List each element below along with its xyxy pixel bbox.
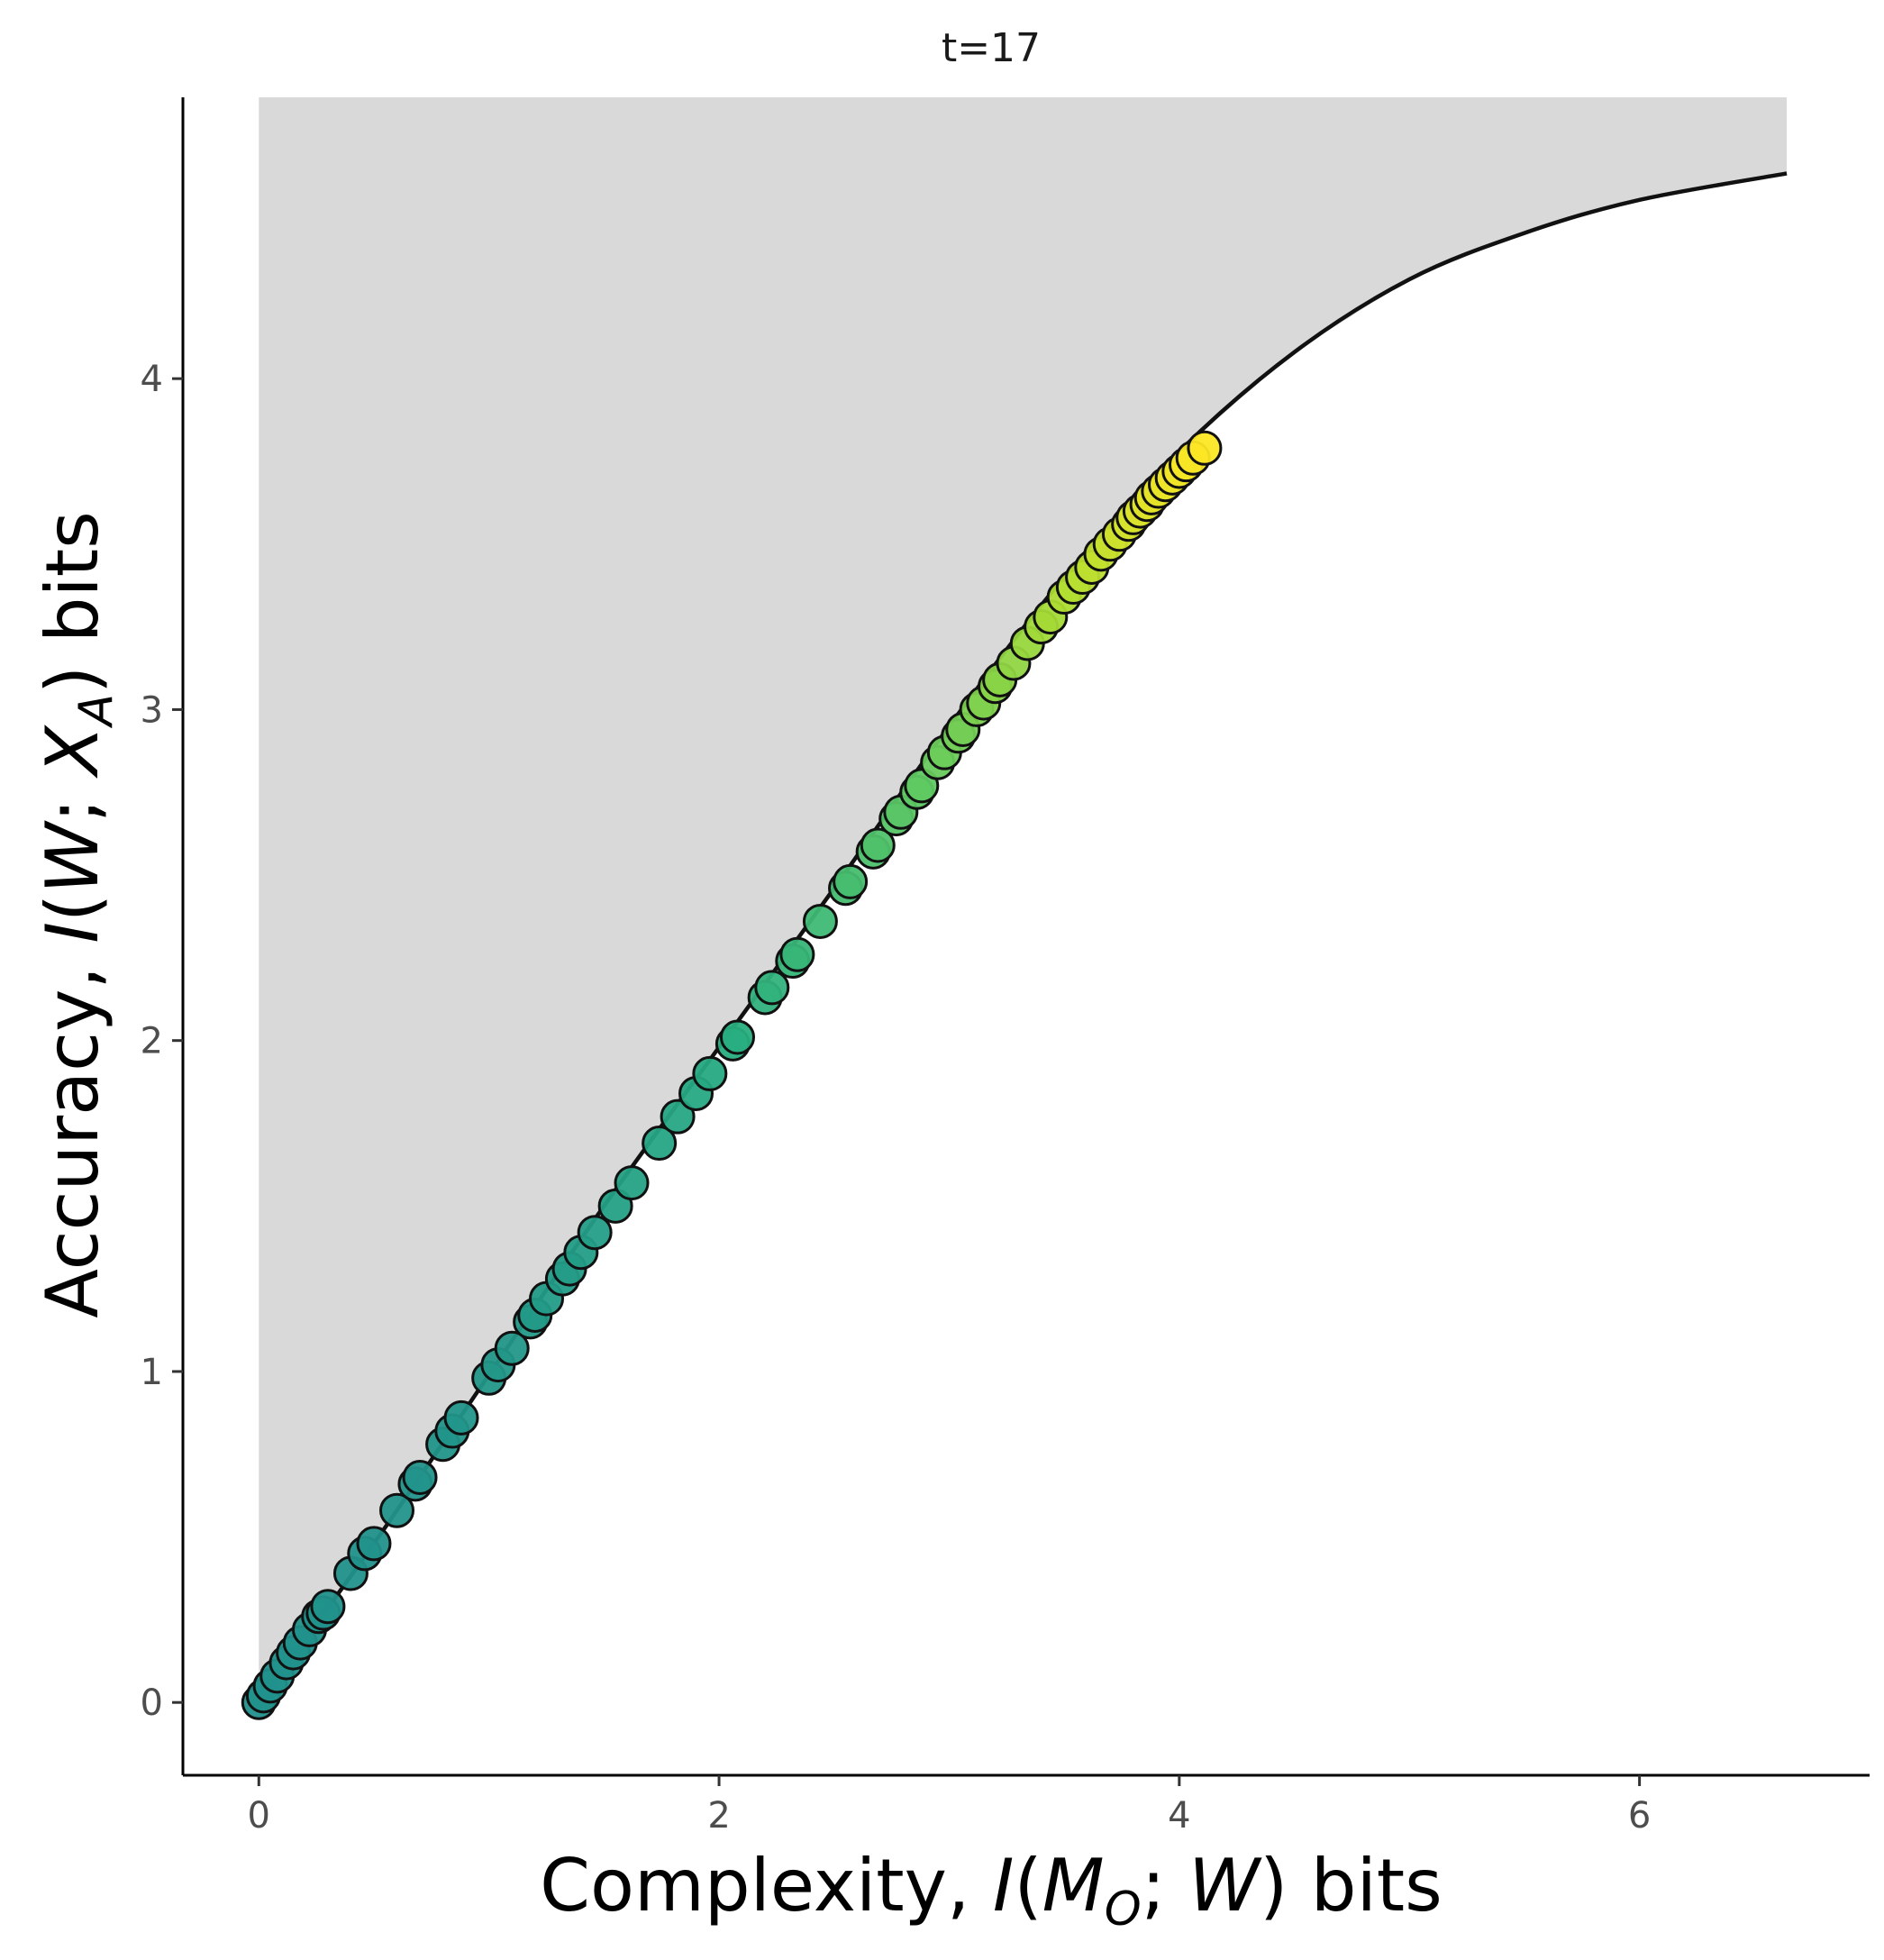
facet-title: t=17 <box>942 25 1041 71</box>
shaded-region <box>259 97 1788 1703</box>
x-axis-title: Complexity, I(MO; W) bits <box>540 1844 1443 1937</box>
data-point <box>310 1589 346 1625</box>
data-point <box>494 1330 530 1366</box>
x-tick-label: 2 <box>707 1795 730 1837</box>
y-tick-label: 2 <box>141 1021 163 1062</box>
plot-area <box>241 97 1788 1720</box>
x-tick-label: 6 <box>1628 1795 1651 1837</box>
x-tick-label: 4 <box>1168 1795 1190 1837</box>
data-point <box>443 1399 479 1436</box>
data-point <box>860 827 896 863</box>
data-point <box>802 903 838 939</box>
data-point <box>660 1099 696 1135</box>
y-tick-label: 1 <box>141 1352 163 1393</box>
y-tick-label: 0 <box>141 1682 163 1724</box>
data-point <box>1187 430 1223 466</box>
data-point <box>779 936 815 972</box>
data-point <box>379 1492 415 1528</box>
y-axis-title: Accuracy, I(W; XA) bits <box>31 511 123 1318</box>
data-point <box>692 1055 728 1091</box>
y-tick-label: 3 <box>141 689 163 731</box>
data-point <box>356 1526 392 1562</box>
x-tick-label: 0 <box>248 1795 270 1837</box>
data-point <box>614 1165 650 1201</box>
data-point <box>754 970 790 1006</box>
data-point <box>577 1215 613 1251</box>
data-point <box>719 1019 755 1055</box>
axes: 0 2 4 6 0 1 2 3 4 <box>141 97 1870 1837</box>
data-point <box>402 1459 438 1495</box>
data-point <box>833 863 869 899</box>
y-tick-label: 4 <box>141 359 163 400</box>
data-point <box>642 1126 678 1162</box>
